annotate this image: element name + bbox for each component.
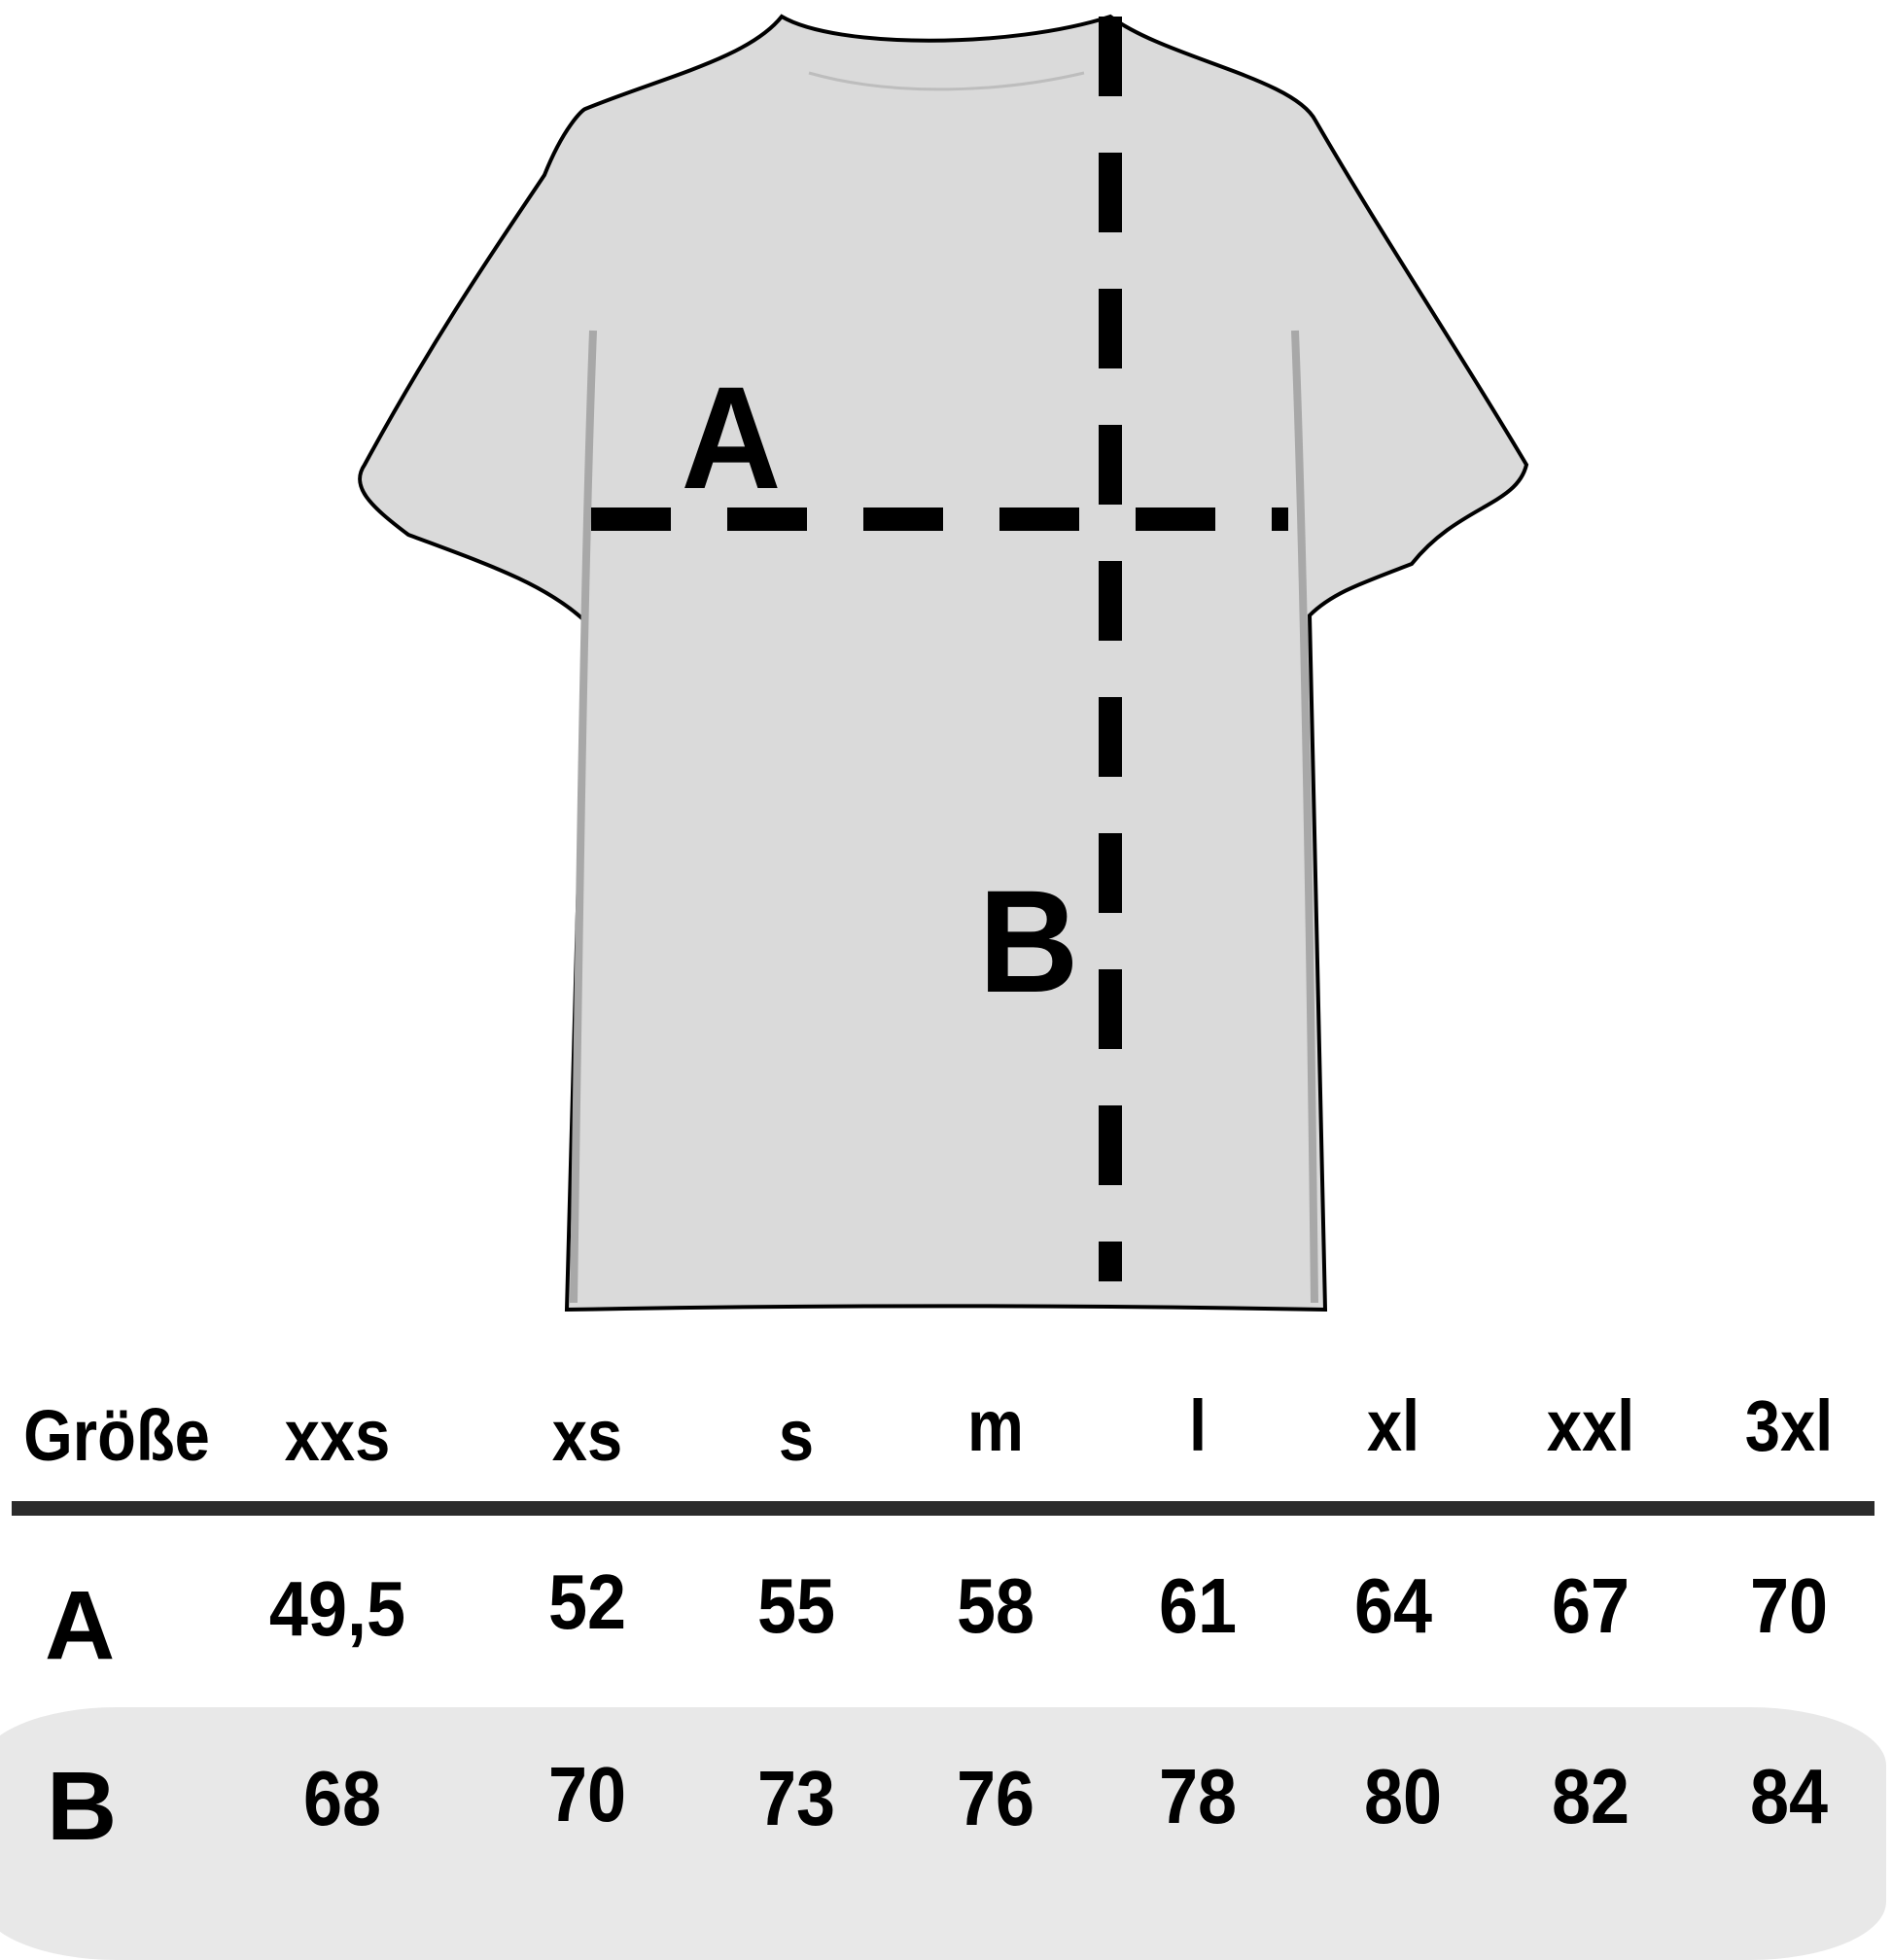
- size-xs: xs: [551, 1395, 623, 1476]
- row-a-xl: 64: [1353, 1562, 1433, 1649]
- row-b-3xl: 84: [1749, 1753, 1829, 1839]
- size-header-label: Größe: [23, 1395, 210, 1476]
- row-a-xs: 52: [547, 1558, 627, 1645]
- size-xxl: xxl: [1546, 1385, 1635, 1466]
- row-a-label: A: [45, 1571, 116, 1680]
- size-s: s: [778, 1395, 815, 1476]
- row-b-s: 73: [756, 1755, 836, 1841]
- measure-a-label: A: [681, 356, 782, 519]
- row-b-xl: 80: [1363, 1753, 1443, 1839]
- right-side-shadow: [1291, 330, 1318, 1304]
- header-divider: [12, 1501, 1874, 1516]
- row-b-xs: 70: [547, 1751, 627, 1838]
- row-a-m: 58: [956, 1562, 1035, 1649]
- row-b-l: 78: [1158, 1753, 1238, 1839]
- measure-b-label: B: [978, 859, 1079, 1023]
- size-m: m: [967, 1385, 1024, 1466]
- row-a-3xl: 70: [1749, 1562, 1829, 1649]
- tshirt-diagram: [358, 14, 1529, 1312]
- size-xl: xl: [1366, 1385, 1420, 1466]
- collar-stitch: [808, 71, 1085, 91]
- row-a-xxs: 49,5: [268, 1565, 406, 1652]
- row-a-l: 61: [1158, 1562, 1238, 1649]
- row-a-s: 55: [756, 1562, 836, 1649]
- row-b-xxs: 68: [302, 1755, 382, 1841]
- row-b-xxl: 82: [1551, 1753, 1630, 1839]
- size-xxs: xxs: [284, 1395, 391, 1476]
- tshirt-outline: [358, 14, 1529, 1312]
- size-l: l: [1188, 1385, 1208, 1466]
- row-b-m: 76: [956, 1755, 1035, 1841]
- size-3xl: 3xl: [1744, 1385, 1834, 1466]
- row-b-label: B: [47, 1752, 118, 1861]
- left-side-shadow: [570, 330, 597, 1304]
- row-a-xxl: 67: [1551, 1562, 1630, 1649]
